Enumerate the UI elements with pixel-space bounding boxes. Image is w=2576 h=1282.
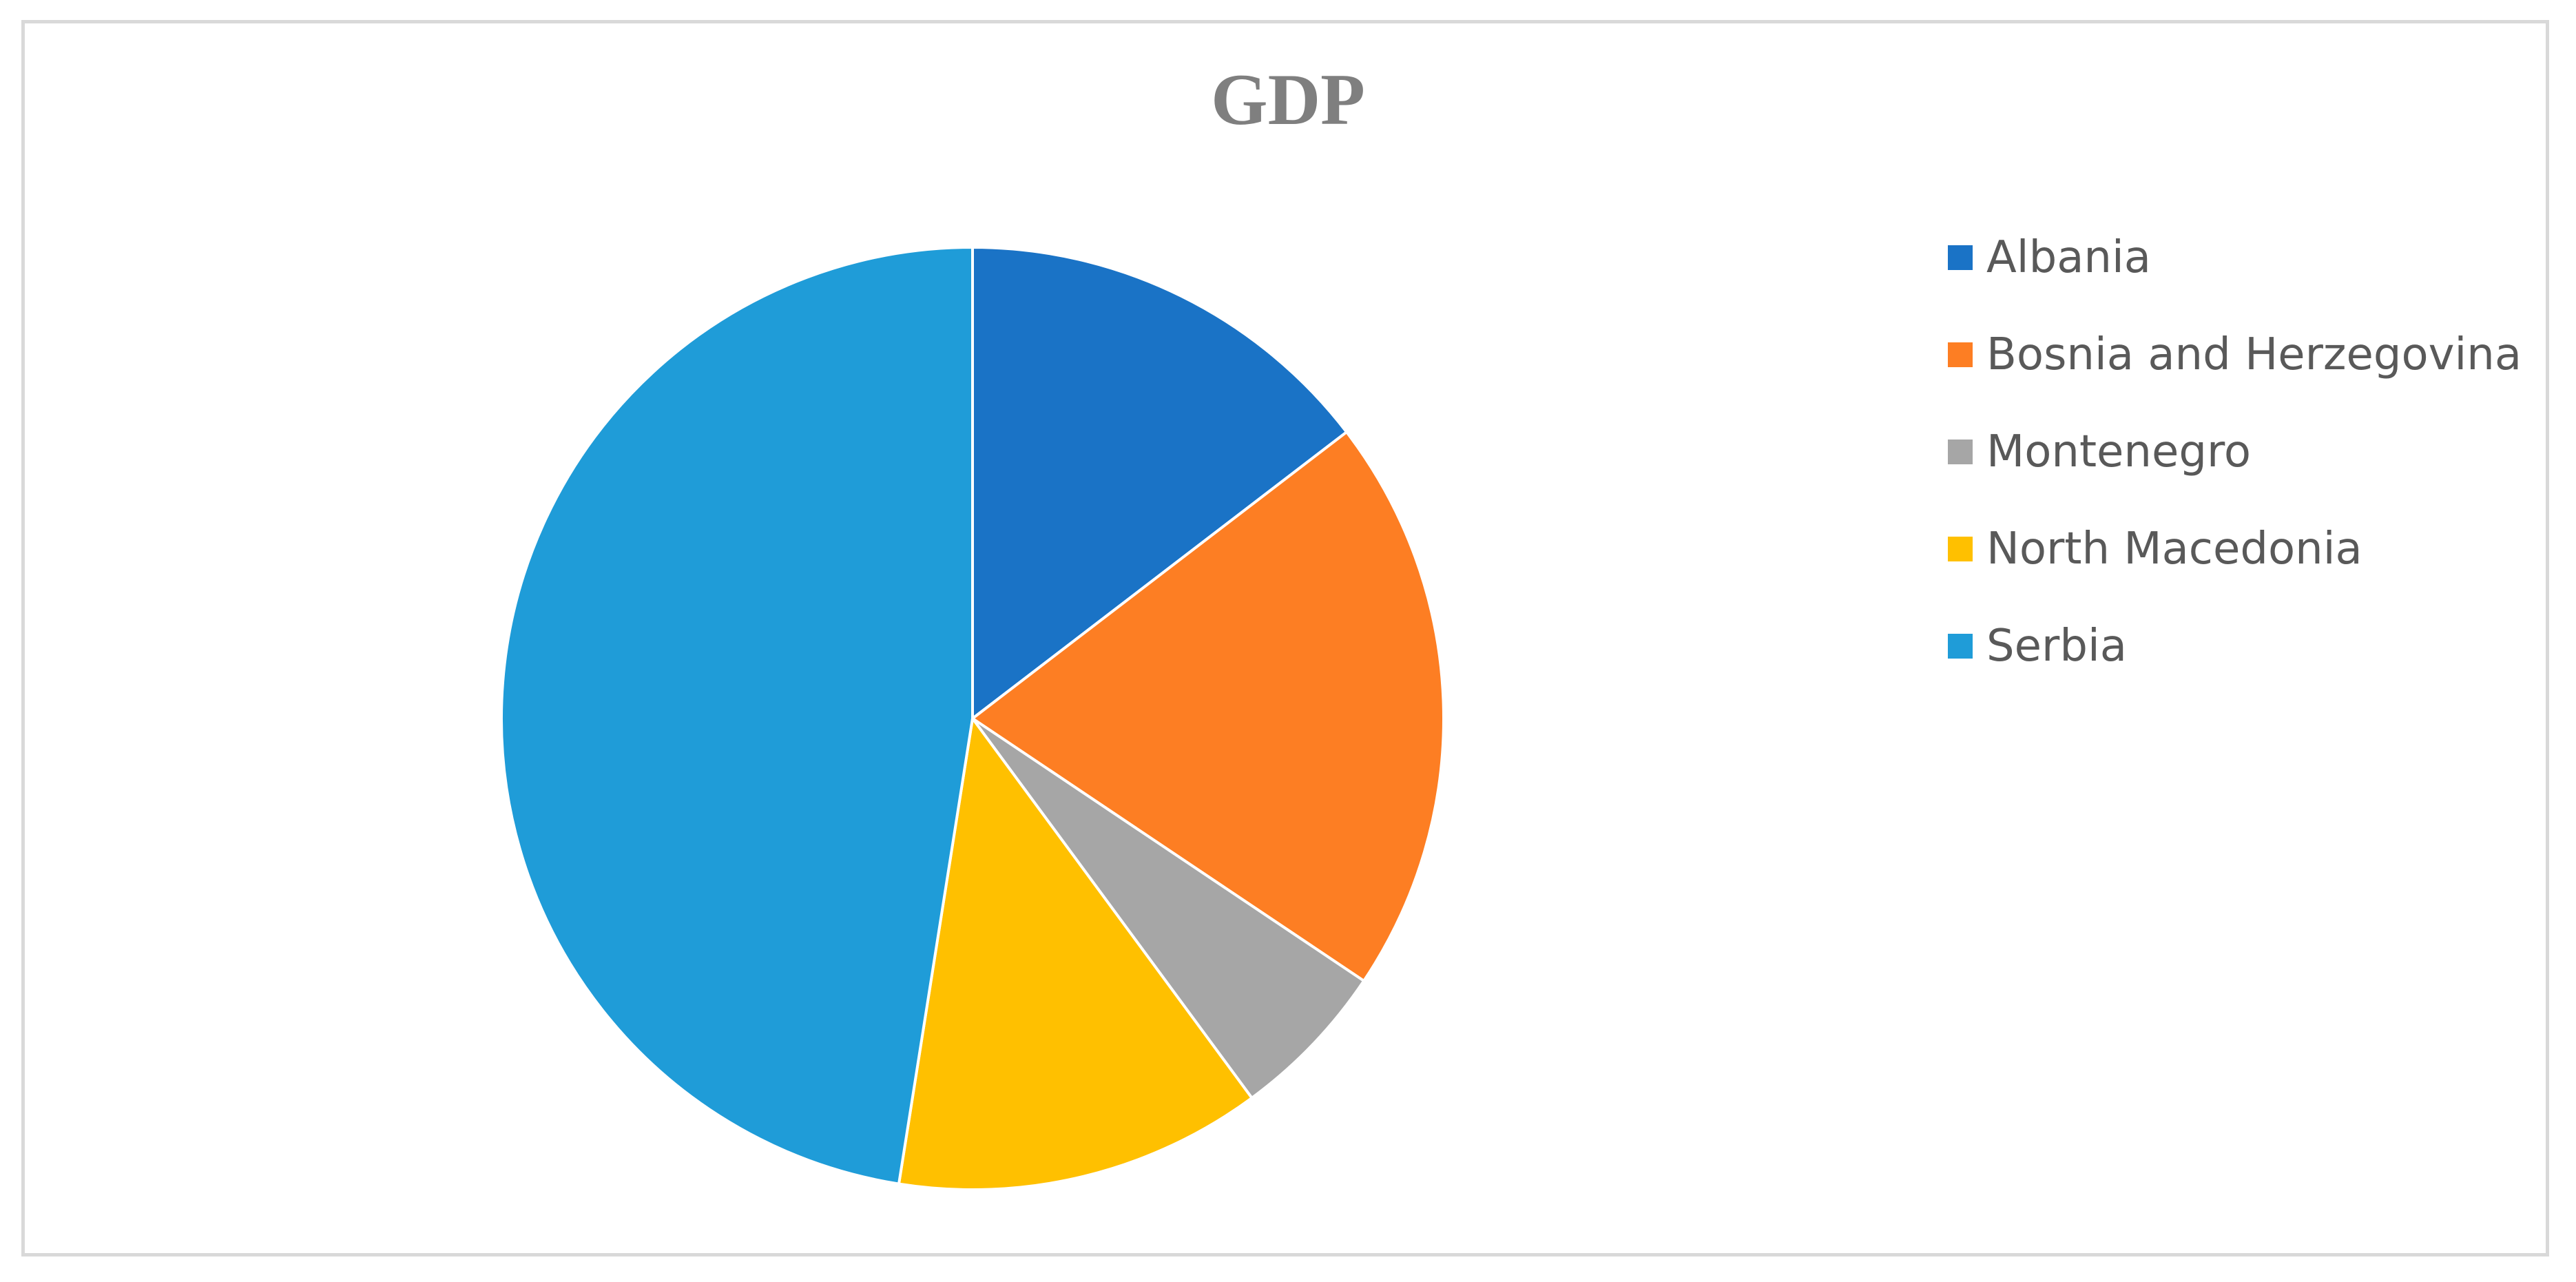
legend-item-montenegro: Montenegro — [1948, 430, 2251, 474]
legend-label: Serbia — [1986, 621, 2127, 672]
pie-slice-albania — [971, 246, 1349, 720]
legend-swatch — [1948, 440, 1973, 464]
pie-slice-serbia — [500, 246, 974, 1186]
legend-label: Bosnia and Herzegovina — [1986, 329, 2522, 380]
legend-item-north-macedonia: North Macedonia — [1948, 527, 2362, 571]
legend-item-bosnia-and-herzegovina: Bosnia and Herzegovina — [1948, 333, 2522, 377]
legend-label: North Macedonia — [1986, 524, 2362, 575]
legend-label: Albania — [1986, 232, 2151, 283]
legend-swatch — [1948, 342, 1973, 367]
pie-slice-montenegro — [971, 717, 1366, 1099]
legend-swatch — [1948, 537, 1973, 561]
legend-item-serbia: Serbia — [1948, 624, 2127, 668]
pie-slice-bosnia-and-herzegovina — [971, 431, 1445, 982]
legend-item-albania: Albania — [1948, 236, 2151, 280]
pie-slice-north-macedonia — [897, 717, 1254, 1191]
legend-swatch — [1948, 634, 1973, 659]
chart-title: GDP — [1211, 59, 1365, 140]
legend-swatch — [1948, 245, 1973, 270]
legend-label: Montenegro — [1986, 426, 2252, 477]
